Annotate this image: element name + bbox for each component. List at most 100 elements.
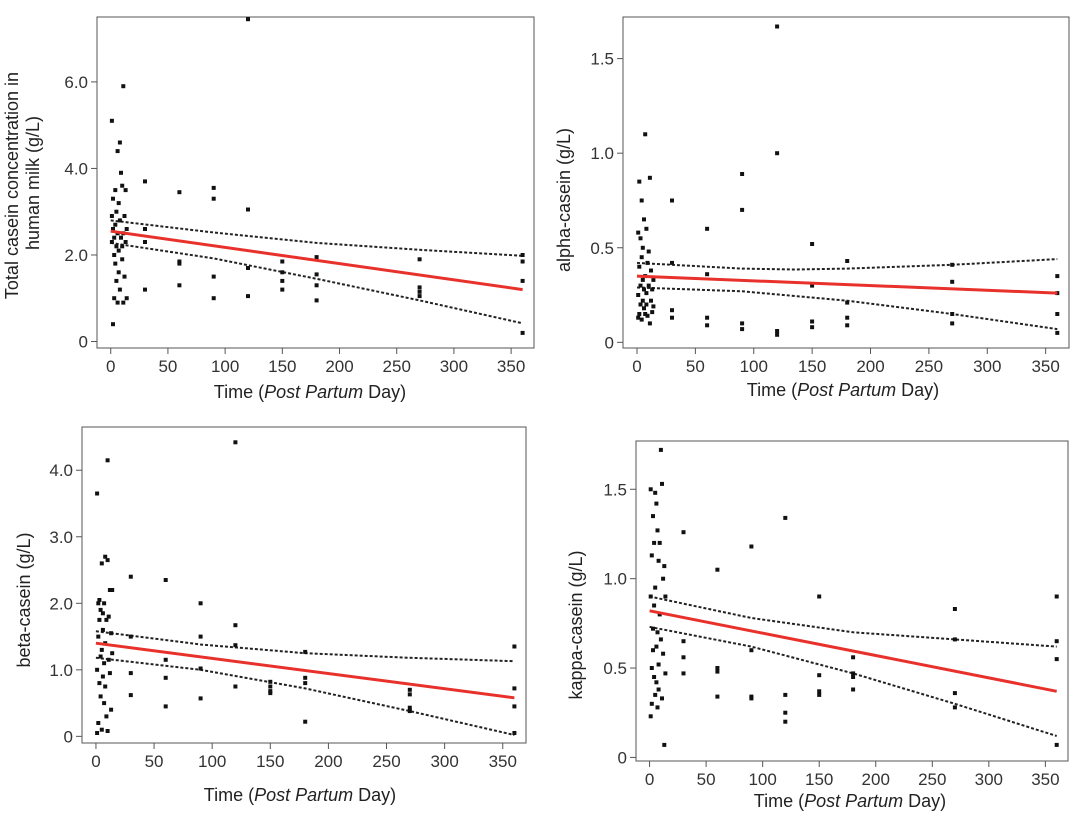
- data-point: [783, 692, 788, 697]
- x-axis-title-prefix: Time (: [747, 380, 797, 400]
- data-point: [512, 644, 517, 649]
- y-tick-label: 2.0: [49, 594, 73, 613]
- data-point: [520, 259, 525, 264]
- data-point: [143, 240, 147, 244]
- x-tick-label: 100: [748, 770, 776, 789]
- data-point: [749, 544, 754, 549]
- data-point: [113, 222, 118, 227]
- data-point: [640, 298, 645, 303]
- data-point: [107, 671, 112, 676]
- data-point: [268, 684, 273, 689]
- data-point: [106, 614, 111, 619]
- data-point: [1054, 742, 1059, 747]
- x-tick-label: 50: [686, 357, 705, 376]
- x-tick-label: 300: [975, 770, 1003, 789]
- data-point: [102, 701, 107, 706]
- data-point: [198, 634, 203, 639]
- data-point: [512, 704, 517, 709]
- x-tick-label: 150: [256, 752, 284, 771]
- y-tick-label: 4.0: [64, 159, 88, 178]
- x-axis-title-suffix: Day): [896, 380, 939, 400]
- panel-kappa-casein: 0 50 100 150 200 250 300 350 0 0.5 1.0 1.5 kappa-ca…: [566, 440, 1069, 811]
- data-point: [314, 298, 319, 303]
- y-axis-title-line-1: Total casein concentration in: [2, 72, 22, 299]
- data-point: [163, 675, 168, 680]
- data-point: [660, 481, 664, 486]
- data-point: [109, 707, 114, 712]
- data-point: [845, 300, 850, 305]
- data-point: [233, 623, 238, 628]
- data-point: [113, 188, 118, 193]
- data-point: [105, 558, 110, 563]
- data-point: [845, 323, 850, 328]
- data-point: [642, 287, 646, 292]
- y-tick-label: 1.0: [590, 144, 614, 163]
- data-point: [177, 283, 182, 288]
- data-point: [109, 214, 114, 218]
- data-point: [280, 287, 285, 292]
- data-point: [520, 278, 525, 283]
- data-point: [122, 274, 127, 279]
- data-point: [116, 248, 121, 253]
- data-point: [233, 643, 238, 648]
- data-point: [163, 578, 168, 582]
- data-point: [1055, 274, 1060, 279]
- data-point: [109, 118, 114, 123]
- x-tick-label: 300: [440, 357, 468, 376]
- data-point: [112, 235, 117, 240]
- data-point: [112, 296, 117, 301]
- data-point: [783, 719, 788, 724]
- data-point: [1054, 639, 1059, 644]
- data-point: [749, 696, 754, 701]
- data-point: [653, 490, 658, 495]
- y-tick-label: 0: [618, 748, 627, 767]
- x-tick-label: 250: [915, 357, 943, 376]
- data-point: [128, 574, 133, 579]
- data-point: [128, 634, 133, 639]
- data-point: [111, 322, 115, 327]
- x-tick-label: 150: [798, 357, 826, 376]
- ci-upper-line: [95, 630, 515, 663]
- data-point: [102, 601, 107, 606]
- x-tick-label: 350: [489, 752, 517, 771]
- data-point: [775, 151, 780, 156]
- data-point: [643, 132, 648, 137]
- data-point: [211, 296, 216, 301]
- plot-frame: [622, 16, 1070, 349]
- x-axis-title-italic: Post Partum: [254, 785, 353, 805]
- panel-beta-casein: 0 50 100 150 200 250 300 350 0 1.0 2.0 3.0 4.0 beta-…: [14, 426, 527, 805]
- data-point: [810, 325, 815, 330]
- data-point: [656, 687, 661, 692]
- y-tick-label: 1.0: [603, 570, 627, 589]
- x-axis-title-prefix: Time (: [204, 785, 254, 805]
- y-tick-label: 6.0: [64, 73, 88, 92]
- regression-line: [636, 274, 1058, 295]
- x-axis-title-prefix: Time (: [214, 382, 264, 402]
- y-tick-label: 1.0: [49, 661, 73, 680]
- data-point: [670, 198, 674, 203]
- data-point: [658, 637, 663, 642]
- data-point: [143, 227, 147, 231]
- data-point: [105, 729, 110, 733]
- y-tick-label: 0.5: [603, 659, 627, 678]
- data-point: [642, 306, 646, 311]
- data-point: [649, 701, 654, 706]
- x-tick-label: 350: [1031, 357, 1059, 376]
- data-point: [740, 207, 745, 212]
- y-axis-title: beta-casein (g/L): [14, 532, 34, 667]
- x-tick-label: 300: [973, 357, 1001, 376]
- y-axis-title-line-1: alpha-casein (g/L): [554, 128, 574, 272]
- data-point: [117, 287, 122, 292]
- x-tick-label: 0: [632, 357, 641, 376]
- data-point: [99, 647, 104, 652]
- data-point: [99, 727, 104, 732]
- data-point: [98, 694, 103, 699]
- data-point: [715, 694, 720, 699]
- data-point: [646, 283, 651, 288]
- data-point: [655, 705, 660, 710]
- data-point: [740, 172, 745, 176]
- data-point: [246, 207, 250, 212]
- data-point: [98, 607, 103, 612]
- data-point: [109, 631, 114, 636]
- y-axis-title-line-1: beta-casein (g/L): [14, 532, 34, 667]
